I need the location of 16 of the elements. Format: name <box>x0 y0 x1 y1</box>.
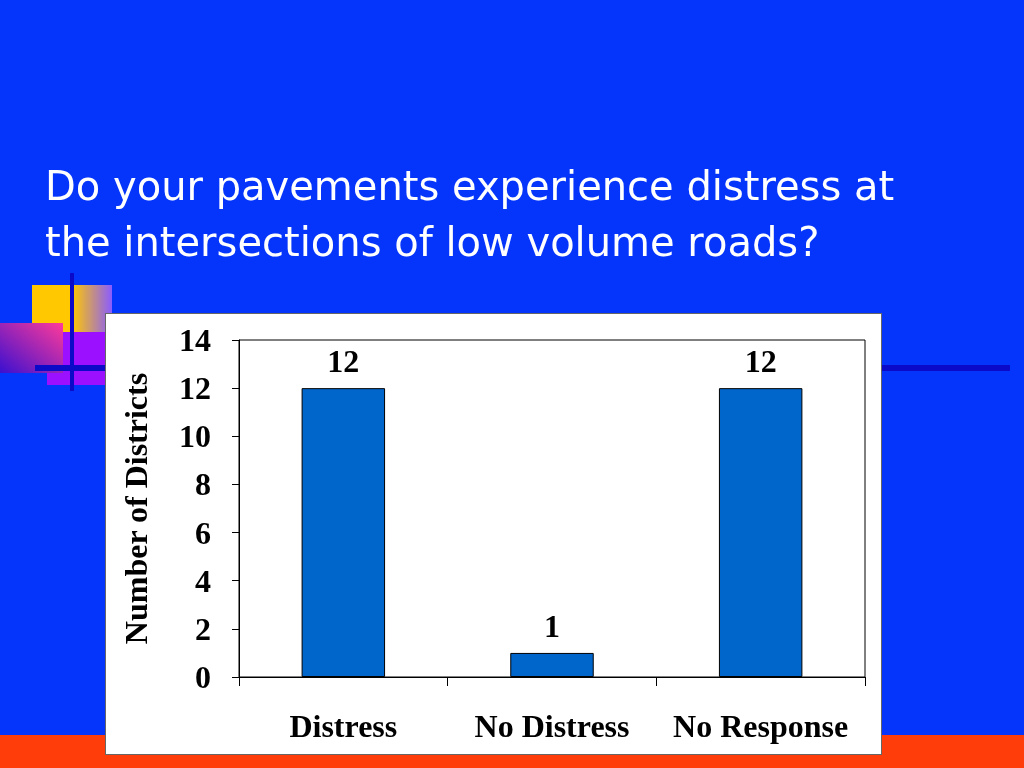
x-tick-label: No Distress <box>474 708 630 744</box>
data-label: 1 <box>544 607 560 644</box>
y-tick-label: 2 <box>195 610 211 647</box>
x-tick-label: No Response <box>673 708 849 744</box>
y-axis-title: Number of Districts <box>118 372 154 645</box>
data-label: 12 <box>327 343 360 380</box>
data-label: 12 <box>744 343 777 380</box>
y-tick-label: 10 <box>179 418 211 455</box>
y-tick-label: 8 <box>195 466 211 503</box>
x-tick-label: Distress <box>289 708 398 744</box>
y-tick-label: 0 <box>195 659 211 695</box>
chart-title: Do your pavements experience distress at the intersections of low volume roads? <box>45 162 896 267</box>
y-tick-label: 6 <box>195 514 211 551</box>
y-tick-label: 12 <box>179 370 211 407</box>
y-tick-label: 4 <box>195 562 211 599</box>
y-tick-label: 14 <box>179 322 211 358</box>
